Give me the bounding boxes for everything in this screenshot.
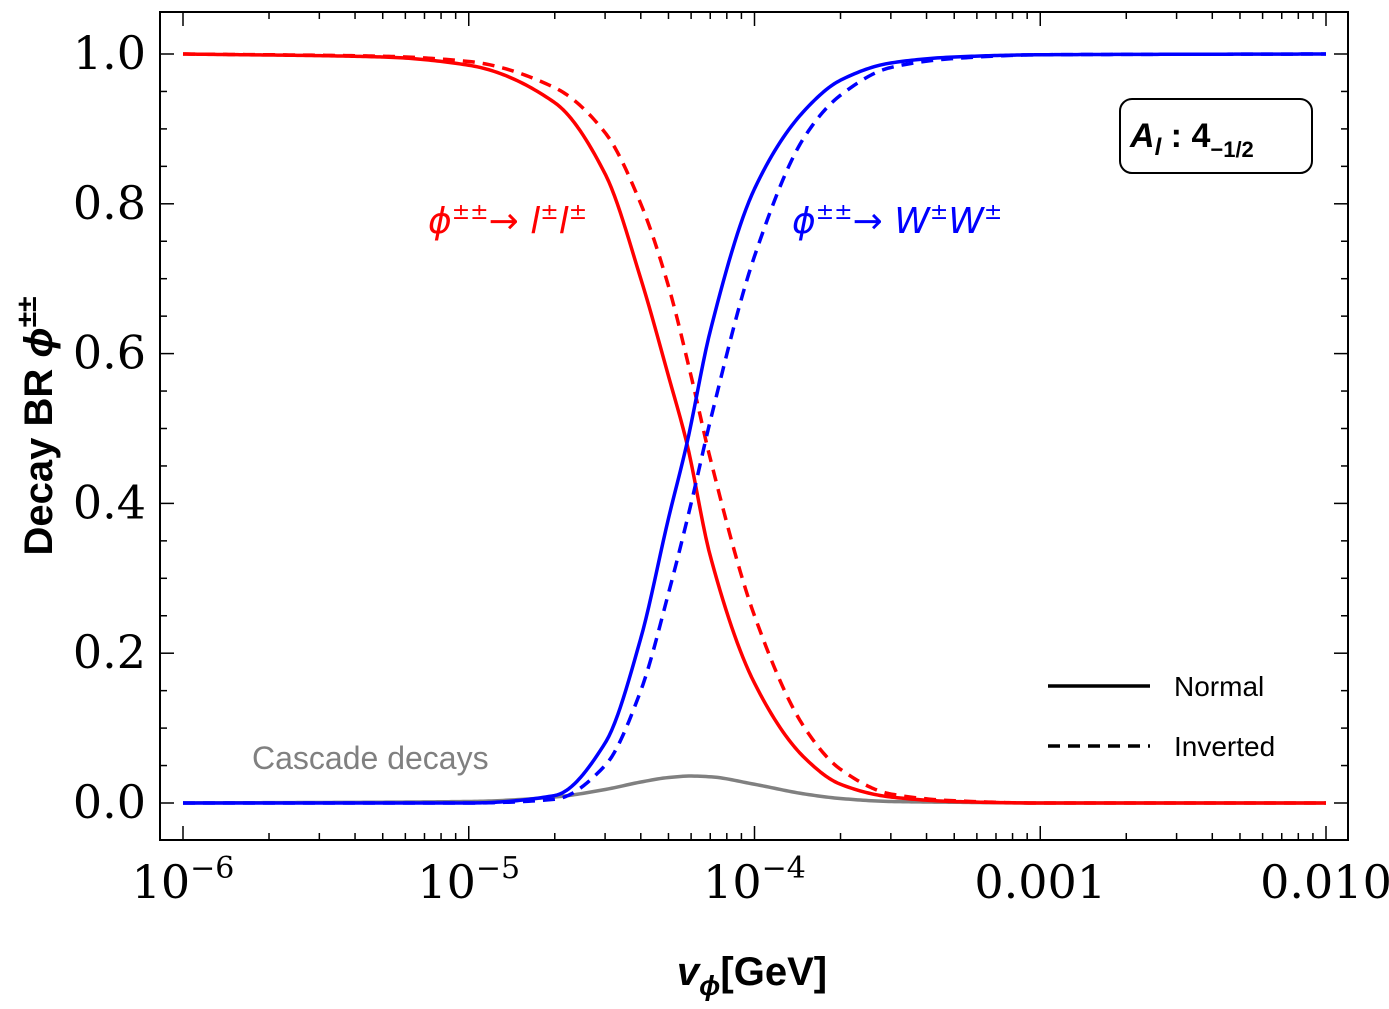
- annotation-ll-l1: l: [530, 201, 540, 242]
- annotation-ww-sup1: ±±: [816, 200, 853, 225]
- model-badge-main: A: [1129, 117, 1155, 155]
- y-tick-label: 0.6: [73, 326, 146, 380]
- annotation-ww-phi: ϕ: [792, 201, 816, 242]
- x-tick-label: 10−4: [703, 851, 806, 909]
- model-badge-sub2: −1/2: [1210, 137, 1253, 162]
- legend-inverted-label: Inverted: [1174, 731, 1275, 762]
- model-badge: Al : 4−1/2: [1119, 98, 1313, 174]
- annotation-ll-l2: l: [559, 201, 569, 242]
- y-tick-label: 0.0: [73, 775, 146, 829]
- series-line-2: [183, 52, 1327, 805]
- annotation-ll-sup2: ±: [540, 200, 558, 225]
- annotation-ww-sup3: ±: [984, 200, 1002, 225]
- series-layer: [182, 52, 1327, 805]
- x-tick-label: 10−5: [417, 851, 520, 909]
- model-badge-box: [1119, 98, 1313, 174]
- annotation-cascade: Cascade decays: [252, 740, 489, 776]
- x-axis-title-unit: [GeV]: [720, 950, 827, 994]
- annotation-ww-sup2: ±: [930, 200, 948, 225]
- x-axis-title-sub: ϕ: [699, 970, 720, 1001]
- annotation-ll-sup3: ±: [569, 200, 587, 225]
- annotation-ww-arrow: →: [853, 201, 895, 242]
- annotation-ll-phi: ϕ: [428, 201, 452, 242]
- series-line-4: [182, 774, 1326, 805]
- model-badge-text: Al : 4−1/2: [1129, 117, 1254, 162]
- y-tick-label: 0.4: [73, 475, 146, 529]
- annotation-ll: ϕ±±→ l±l±: [428, 200, 587, 242]
- legend-normal-label: Normal: [1174, 671, 1264, 702]
- model-badge-sub1: l: [1155, 134, 1163, 161]
- y-axis-title: Decay BR ϕ±±: [11, 297, 61, 556]
- legend: Normal Inverted: [1048, 671, 1275, 762]
- y-tick-label: 0.2: [73, 625, 146, 679]
- y-axis-title-main: Decay BR: [17, 358, 61, 556]
- axis-ticks: [160, 12, 1348, 840]
- y-tick-label: 0.8: [73, 176, 146, 230]
- y-axis-title-symbol: ϕ: [17, 327, 61, 357]
- annotation-ww-l1: W: [894, 201, 931, 242]
- annotation-ll-sup1: ±±: [452, 200, 489, 225]
- y-tick-label: 1.0: [73, 26, 146, 80]
- annotation-ll-arrow: →: [489, 201, 531, 242]
- series-line-0: [182, 52, 1326, 805]
- annotation-ww: ϕ±±→ W±W±: [792, 200, 1002, 242]
- x-tick-label: 0.001: [974, 855, 1106, 909]
- model-badge-colon: : 4: [1161, 117, 1210, 155]
- x-axis-title: vϕ[GeV]: [677, 950, 827, 1001]
- annotation-ww-l2: W: [948, 201, 985, 242]
- x-axis-title-main: v: [677, 950, 702, 994]
- axis-tick-labels: 0.0 0.2 0.4 0.6 0.8 1.0 10−6 10−5 10−4 0.001 0.010: [73, 26, 1389, 909]
- x-tick-label: 0.010: [1260, 855, 1389, 909]
- x-tick-label: 10−6: [132, 851, 235, 909]
- y-axis-title-sup: ±±: [11, 297, 42, 328]
